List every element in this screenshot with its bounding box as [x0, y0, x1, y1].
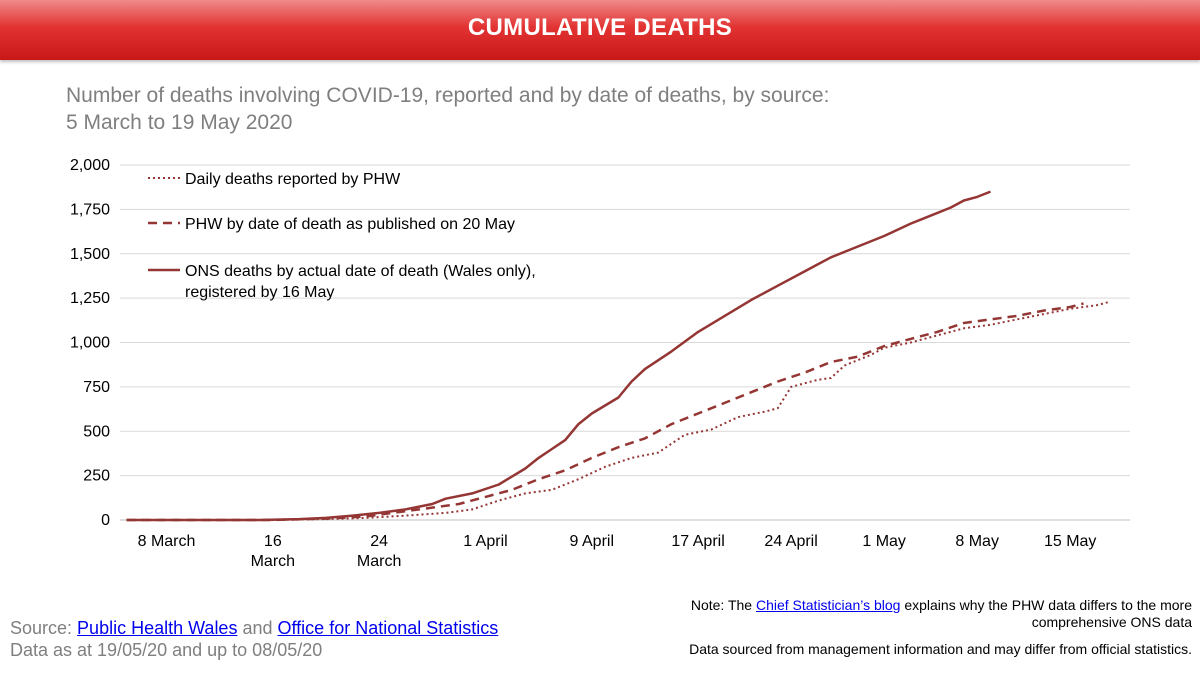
y-tick-label: 750 [83, 379, 110, 396]
chart-subtitle-line1: Number of deaths involving COVID-19, rep… [66, 84, 830, 107]
x-tick-label: 1 April [463, 533, 507, 550]
x-tick-label: 15 May [1044, 533, 1096, 550]
source-block: Source: Public Health Wales and Office f… [10, 617, 498, 661]
public-health-wales-link[interactable]: Public Health Wales [77, 618, 238, 638]
chart-subtitle-line2: 5 March to 19 May 2020 [66, 111, 293, 134]
source-prefix: Source: [10, 618, 78, 638]
legend-label: PHW by date of death as published on 20 … [185, 216, 515, 233]
note: Note: The Chief Statistician’s blog expl… [632, 597, 1192, 631]
y-tick-label: 250 [83, 468, 110, 485]
y-tick-label: 1,000 [70, 335, 110, 352]
header-banner: CUMULATIVE DEATHS [0, 0, 1200, 60]
series-lines [126, 190, 1111, 522]
data-as-at: Data as at 19/05/20 and up to 08/05/20 [10, 640, 323, 660]
x-tick-label: 8 May [955, 533, 999, 550]
series-line-1 [126, 300, 1111, 521]
series-line-2 [126, 302, 1084, 522]
x-tick-label: 24 [370, 533, 388, 550]
y-tick-label: 1,750 [70, 201, 110, 218]
disclaimer: Data sourced from management information… [689, 641, 1192, 657]
x-tick-label: March [357, 553, 401, 570]
y-tick-label: 0 [101, 512, 110, 529]
legend-label: Daily deaths reported by PHW [185, 171, 401, 188]
note-text: explains why the PHW data differs to the… [900, 597, 1192, 630]
series-line-3 [126, 190, 991, 522]
banner-title: CUMULATIVE DEATHS [467, 14, 733, 41]
chief-statistician-blog-link[interactable]: Chief Statistician’s blog [755, 597, 901, 613]
legend: Daily deaths reported by PHW PHW by date … [148, 171, 536, 301]
x-tick-label: March [251, 553, 295, 570]
legend-label: registered by 16 May [185, 284, 334, 301]
x-tick-label: 1 May [862, 533, 906, 550]
y-tick-label: 1,250 [70, 290, 110, 307]
x-tick-label: 9 April [570, 533, 614, 550]
note-prefix: Note: The [690, 597, 756, 613]
gridlines [120, 164, 1130, 521]
ons-link[interactable]: Office for National Statistics [277, 618, 499, 638]
x-tick-label: 16 [264, 533, 282, 550]
legend-label: ONS deaths by actual date of death (Wale… [185, 263, 536, 280]
y-tick-label: 1,500 [70, 246, 110, 263]
y-tick-label: 2,000 [70, 157, 110, 174]
x-tick-label: 24 April [764, 533, 817, 550]
y-axis-ticks: 0 250 500 750 1,000 1,250 1,500 1,750 2,000 [70, 157, 110, 529]
x-tick-label: 17 April [671, 533, 724, 550]
x-tick-label: 8 March [138, 533, 196, 550]
source-and: and [237, 618, 278, 638]
x-axis-ticks: 8 March 16 March 24 March 1 April 9 April 17 Ap… [138, 533, 1097, 570]
y-tick-label: 500 [83, 423, 110, 440]
